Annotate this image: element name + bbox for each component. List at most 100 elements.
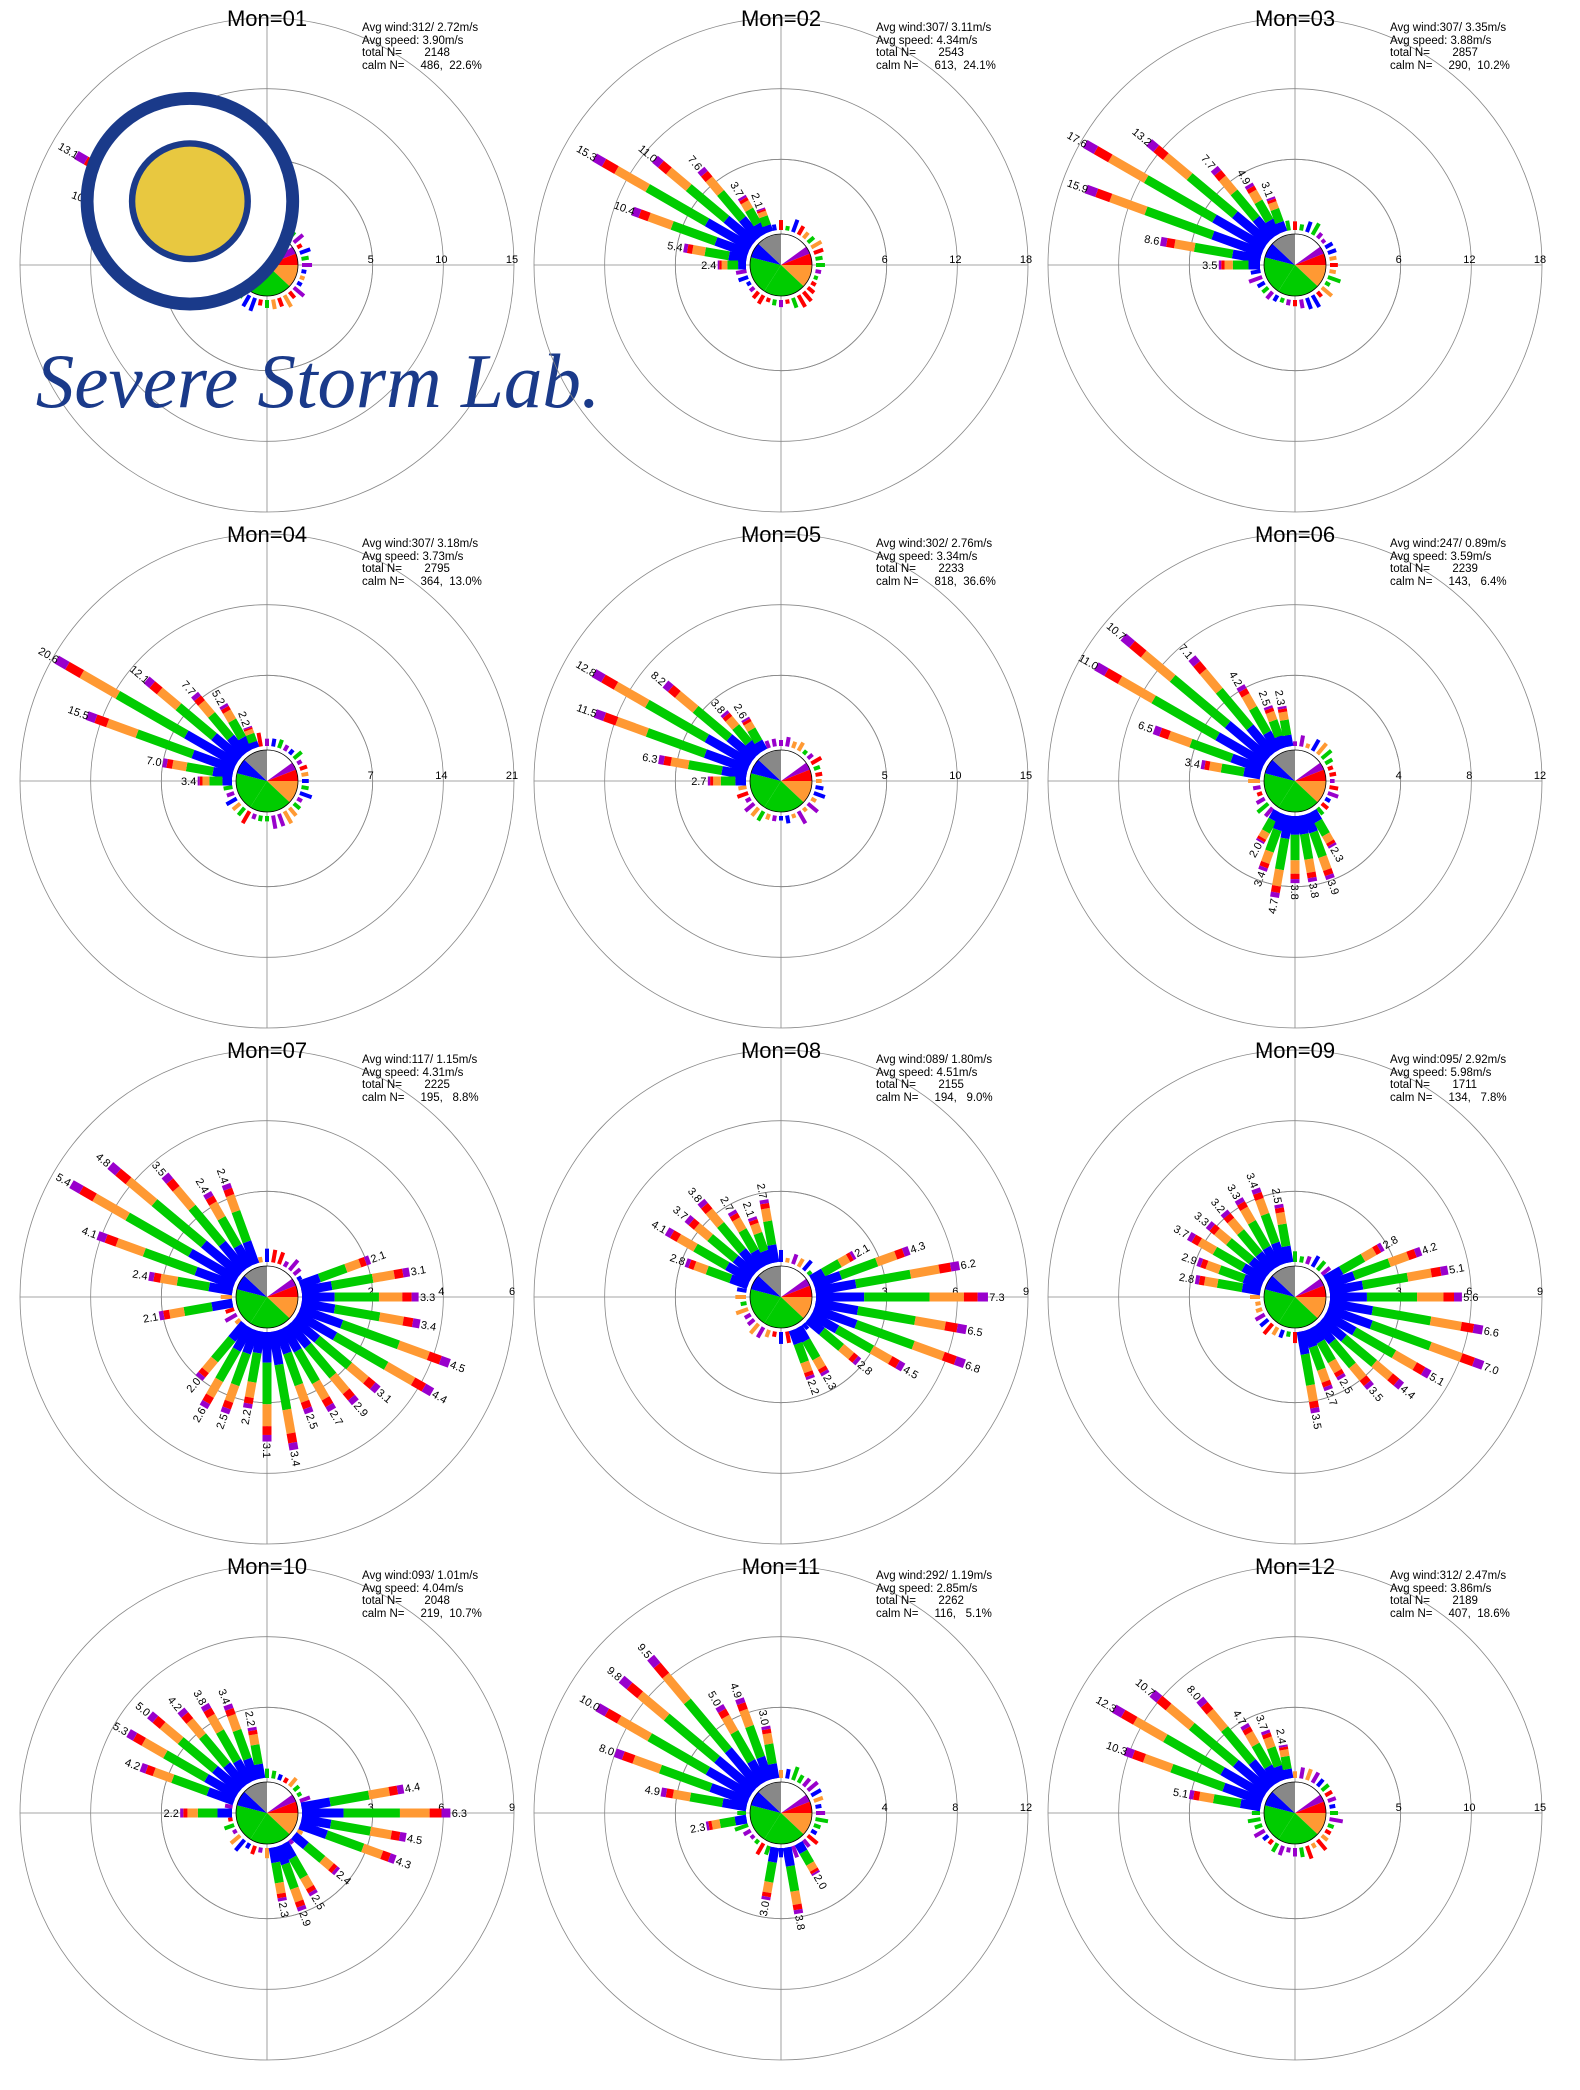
minor-spoke <box>1324 1789 1333 1798</box>
spoke-segment <box>303 1406 314 1415</box>
spoke-segment <box>191 749 236 774</box>
spoke-value-label: 6.3 <box>641 752 658 766</box>
spoke-segment <box>227 734 248 758</box>
spoke-segment <box>1193 660 1207 675</box>
spoke-segment <box>1220 1209 1231 1219</box>
spoke-value-label: 3.0 <box>758 1900 772 1917</box>
hub-pie-slice <box>781 1782 807 1813</box>
spoke-segment <box>725 715 740 730</box>
spoke-segment <box>734 1814 748 1826</box>
minor-spoke <box>806 1780 819 1793</box>
spoke-value-label: 6.5 <box>966 1325 983 1339</box>
spoke-segment <box>325 1830 365 1853</box>
hub-pie-slice <box>1295 1782 1321 1813</box>
hub-pie-slice <box>781 1794 810 1813</box>
minor-spoke <box>815 785 824 791</box>
spoke-segment <box>1282 1768 1294 1780</box>
spoke-segment <box>115 1168 132 1185</box>
spoke-segment <box>201 1356 218 1374</box>
hub-pie-slice <box>781 762 810 781</box>
spoke-value-label: 2.2 <box>805 1378 822 1396</box>
spoke-segment <box>248 1729 258 1736</box>
university-seal-icon: Severe Storm Lab. <box>36 92 600 424</box>
spoke-segment <box>1152 725 1163 737</box>
spoke-segment <box>216 1729 241 1764</box>
spoke-segment <box>219 702 229 711</box>
spoke-segment <box>1234 1197 1245 1206</box>
spoke-segment <box>1459 1353 1476 1367</box>
spoke-segment <box>799 1849 815 1866</box>
spoke-value-label: 3.1 <box>260 1443 272 1458</box>
spoke-segment <box>792 1903 803 1911</box>
spoke-segment <box>1420 1367 1432 1379</box>
hub-pie-slice <box>250 1813 290 1844</box>
spoke-value-label: 3.1 <box>1258 180 1275 198</box>
spoke-segment <box>288 1441 299 1451</box>
spoke-segment <box>1200 1701 1214 1715</box>
spoke-segment <box>1324 873 1335 881</box>
hub-pie-slice <box>1295 1297 1326 1319</box>
minor-spoke <box>748 285 756 293</box>
spoke-segment <box>721 766 748 780</box>
minor-spoke <box>223 785 233 791</box>
spoke-segment <box>1216 1278 1244 1293</box>
minor-spoke <box>225 1307 235 1314</box>
minor-spoke <box>1310 1842 1317 1849</box>
spoke-segment <box>941 1351 957 1365</box>
spoke-segment <box>191 691 201 702</box>
spoke-segment <box>1296 1330 1310 1355</box>
spoke-segment <box>1391 1350 1418 1371</box>
minor-spoke <box>735 1307 749 1316</box>
spoke-segment <box>591 669 606 683</box>
spoke-segment <box>1322 832 1334 844</box>
minor-spoke <box>771 224 777 231</box>
spoke-segment <box>593 709 607 722</box>
spoke-segment <box>724 1747 762 1790</box>
hub-pie-slice <box>1295 762 1324 781</box>
spoke-segment <box>1261 849 1274 864</box>
hub-outline <box>749 1781 813 1845</box>
spoke-value-label: 3.0 <box>756 1709 770 1726</box>
hub-pie-slice <box>1295 1813 1326 1835</box>
spoke-segment <box>194 695 205 706</box>
spoke-segment <box>745 739 762 758</box>
spoke-segment <box>665 167 692 191</box>
spoke-segment <box>1278 711 1289 721</box>
minor-spoke <box>301 771 309 777</box>
minor-spoke <box>1265 290 1275 300</box>
spoke-segment <box>314 1335 353 1370</box>
ring-label: 12 <box>949 254 961 266</box>
minor-spoke <box>744 801 756 813</box>
wind-rose-panel: 4 8 12 10.0 9.8 9.5 5.0 4.9 3.0 8.0 4.9 2.3 2.0 3.8 3.… <box>524 1554 1038 2071</box>
spoke-segment <box>383 1361 416 1386</box>
minor-spoke <box>736 1287 747 1293</box>
spoke-value-label: 6.2 <box>960 1258 977 1272</box>
spoke-segment <box>1251 1742 1273 1769</box>
hub-pie-slice <box>267 1794 296 1813</box>
spoke-segment <box>1129 640 1147 658</box>
spoke-segment <box>750 1222 763 1235</box>
spoke-segment <box>688 1218 700 1230</box>
hub-pie-slice <box>1272 1782 1295 1813</box>
spoke-segment <box>1198 1275 1206 1286</box>
spoke-segment <box>737 194 747 202</box>
spoke-value-label: 3.5 <box>1309 1413 1323 1430</box>
spoke-segment <box>1281 1245 1294 1264</box>
spoke-segment <box>223 1762 248 1790</box>
minor-spoke <box>1315 1260 1327 1272</box>
minor-spoke <box>801 1322 810 1331</box>
spoke-value-label: 4.9 <box>644 1784 661 1798</box>
spoke-segment <box>812 1356 826 1370</box>
hub-pie-slice <box>764 781 804 812</box>
spoke-segment <box>268 1846 281 1864</box>
spoke-segment <box>793 1908 804 1915</box>
spoke-segment <box>230 1351 251 1387</box>
spoke-segment <box>228 1320 248 1342</box>
spoke-segment <box>344 1258 362 1273</box>
spoke-segment <box>1314 1320 1336 1345</box>
spoke-segment <box>1271 1241 1288 1266</box>
ring-label: 15 <box>1020 770 1032 782</box>
spoke-segment <box>168 1307 186 1319</box>
minor-spoke <box>1320 1783 1330 1793</box>
spoke-value-label: 3.4 <box>420 1319 437 1333</box>
